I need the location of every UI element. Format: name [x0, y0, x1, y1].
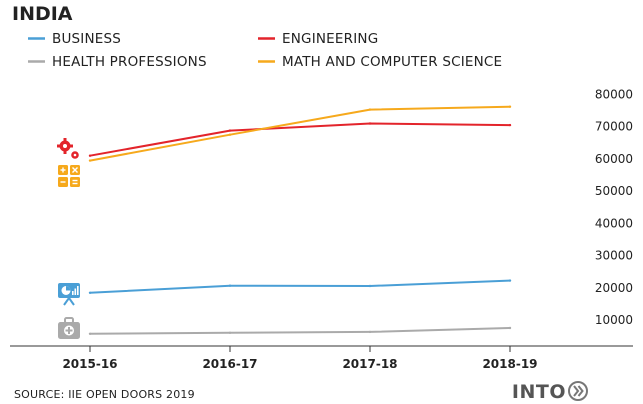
- data-point-health-professions-2018-19: [508, 326, 512, 330]
- presentation-board-icon: [58, 283, 80, 306]
- data-point-engineering-2015-16: [88, 154, 92, 157]
- y-tick-label-40000: 40000: [595, 217, 633, 231]
- x-tick-label-2017-18: 2017-18: [342, 357, 397, 371]
- data-point-health-professions-2015-16: [88, 332, 92, 335]
- y-tick-label-30000: 30000: [595, 249, 633, 263]
- legend-label-engineering: ENGINEERING: [282, 31, 378, 47]
- calculator-icon: [58, 165, 80, 187]
- data-point-engineering-2017-18: [368, 122, 372, 125]
- legend-label-math-and-computer-science: MATH AND COMPUTER SCIENCE: [282, 54, 502, 70]
- series-lines: [88, 105, 512, 335]
- source-note: SOURCE: IIE OPEN DOORS 2019: [14, 388, 195, 401]
- y-tick-label-20000: 20000: [595, 281, 633, 295]
- series-line-business: [89, 279, 511, 294]
- data-point-math-and-computer-science-2017-18: [368, 108, 372, 111]
- x-tick-label-2015-16: 2015-16: [62, 357, 117, 371]
- data-point-business-2016-17: [228, 284, 232, 287]
- data-point-engineering-2016-17: [228, 129, 232, 132]
- y-tick-label-80000: 80000: [595, 87, 633, 101]
- series-line-math-and-computer-science: [89, 105, 511, 162]
- brand-logo: INTO: [512, 381, 588, 403]
- data-point-business-2015-16: [88, 291, 92, 294]
- y-tick-label-70000: 70000: [595, 120, 633, 134]
- y-tick-label-60000: 60000: [595, 152, 633, 166]
- legend-label-health-professions: HEALTH PROFESSIONS: [52, 54, 207, 70]
- data-point-health-professions-2017-18: [368, 330, 372, 334]
- legend-label-business: BUSINESS: [52, 31, 121, 47]
- legend: BUSINESS ENGINEERING HEALTH PROFESSIONS MAT…: [28, 31, 502, 70]
- data-point-health-professions-2016-17: [228, 331, 232, 334]
- y-tick-label-50000: 50000: [595, 184, 633, 198]
- series-line-health-professions: [89, 327, 511, 335]
- series-line-engineering: [89, 122, 511, 157]
- x-tick-label-2016-17: 2016-17: [202, 357, 257, 371]
- x-axis: 2015-16 2016-17 2017-18 2018-19: [62, 346, 538, 371]
- gears-icon: [57, 138, 79, 159]
- brand-name: INTO: [512, 381, 566, 403]
- y-axis-tick-labels: 10000 20000 30000 40000 50000 60000 70000 80000: [595, 87, 633, 327]
- data-point-business-2018-19: [508, 279, 512, 282]
- data-point-math-and-computer-science-2016-17: [228, 133, 232, 136]
- data-point-math-and-computer-science-2015-16: [88, 159, 92, 162]
- data-point-engineering-2018-19: [508, 123, 512, 127]
- data-point-math-and-computer-science-2018-19: [508, 105, 512, 108]
- y-tick-label-10000: 10000: [595, 313, 633, 327]
- data-point-business-2017-18: [368, 284, 372, 288]
- brand-chevron-icon: [568, 381, 588, 401]
- category-icons: [57, 138, 80, 339]
- x-tick-label-2018-19: 2018-19: [482, 357, 537, 371]
- medical-kit-icon: [58, 317, 80, 339]
- chart-title: INDIA: [12, 3, 73, 25]
